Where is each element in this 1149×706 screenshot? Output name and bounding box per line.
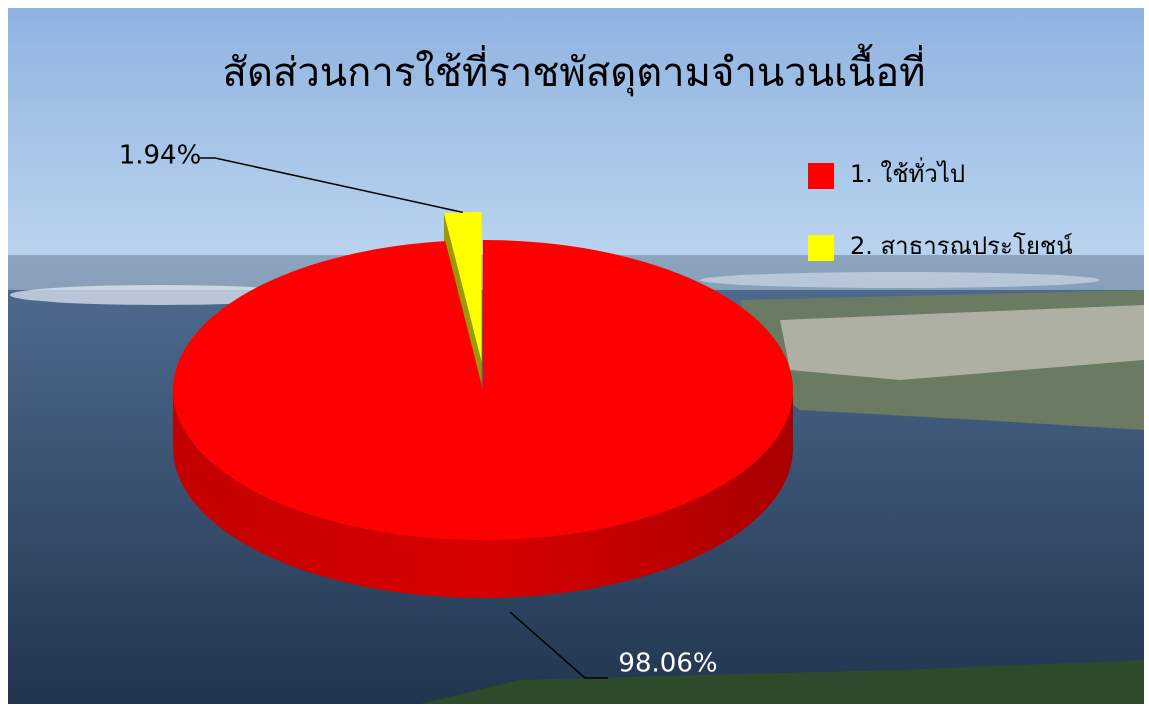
- legend-swatch: [808, 235, 834, 261]
- legend-swatch: [808, 163, 834, 189]
- data-label: 98.06%: [618, 649, 717, 679]
- legend-label: 2. สาธารณประโยชน์: [850, 232, 1073, 260]
- leader-line: [200, 157, 463, 214]
- data-label: 1.94%: [119, 141, 202, 171]
- legend: 1. ใช้ทั่วไป 2. สาธารณประโยชน์: [808, 157, 1073, 261]
- slice-side: [173, 390, 793, 598]
- leader-line: [509, 611, 608, 679]
- chart-title: สัดส่วนการใช้ที่ราชพัสดุตามจำนวนเนื้อที่: [223, 43, 926, 97]
- legend-label: 1. ใช้ทั่วไป: [850, 157, 965, 188]
- slice: [443, 212, 482, 363]
- pie: 98.06% 1.94%: [119, 141, 793, 679]
- slice: [172, 240, 793, 540]
